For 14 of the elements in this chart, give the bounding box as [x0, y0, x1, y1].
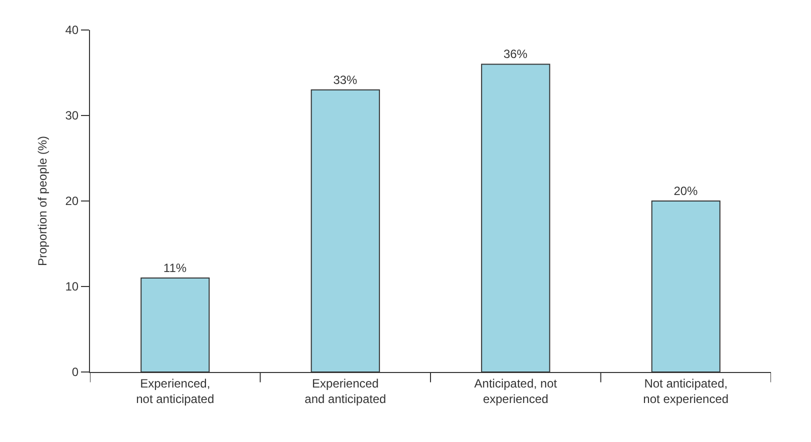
data-label: 11% — [163, 260, 187, 275]
y-tick-label: 40 — [65, 23, 79, 38]
y-tick-label: 20 — [65, 194, 79, 208]
y-tick-label: 30 — [65, 108, 79, 123]
data-label: 33% — [333, 72, 358, 87]
y-tick-label: 10 — [65, 280, 79, 294]
data-label: 36% — [503, 47, 528, 62]
y-tick-label: 0 — [72, 365, 79, 380]
x-tick-label: Not anticipated, not experienced — [643, 376, 729, 406]
x-tick-label: Experienced and anticipated — [304, 376, 386, 406]
x-tick-label: Experienced, not anticipated — [136, 376, 214, 406]
data-label: 20% — [674, 184, 698, 198]
y-axis-title: Proportion of people (%) — [36, 136, 50, 266]
x-tick-label: Anticipated, not experienced — [474, 376, 558, 406]
